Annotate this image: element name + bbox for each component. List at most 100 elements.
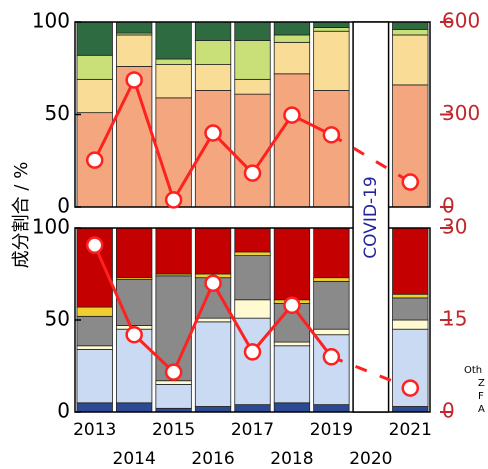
line-marker xyxy=(243,164,262,182)
y2-tick-label: 0 xyxy=(442,194,455,218)
bar-segment xyxy=(76,349,113,404)
line-marker xyxy=(85,236,104,254)
bar-segment xyxy=(76,78,113,114)
bar-segment xyxy=(155,64,192,99)
x-tick-label: 2021 xyxy=(389,420,432,440)
line-marker xyxy=(322,126,341,144)
y-tick-label: 0 xyxy=(57,194,70,218)
bar-segment xyxy=(155,383,192,409)
y-axis-label: 成分割合 / % xyxy=(11,162,32,269)
y-tick-label: 50 xyxy=(45,101,70,125)
bar-segment xyxy=(155,227,192,275)
bar-segment xyxy=(116,34,153,67)
y2-tick-label: 300 xyxy=(442,101,480,125)
bar-segment xyxy=(194,227,232,275)
bar-segment xyxy=(76,54,113,80)
bar-segment xyxy=(76,402,113,413)
x-tick-label: 2018 xyxy=(270,449,313,469)
bar-segment xyxy=(392,21,429,30)
bar-segment xyxy=(313,227,350,279)
y2-tick-label: 30 xyxy=(442,215,467,239)
bar-segment xyxy=(234,40,271,80)
bar-segment xyxy=(194,64,232,91)
bar-segment xyxy=(155,21,192,60)
y2-tick-label: 600 xyxy=(442,9,480,33)
bar-segment xyxy=(313,328,350,336)
bar-segment xyxy=(116,227,153,279)
bar-segment xyxy=(273,21,311,36)
y-tick-label: 0 xyxy=(57,399,70,423)
bar-segment xyxy=(194,321,232,407)
bar-segment xyxy=(234,317,271,406)
annotation: COVID-19 xyxy=(361,176,381,258)
bar-segment xyxy=(273,73,311,208)
bar-segment xyxy=(234,251,271,256)
line-marker xyxy=(164,191,183,209)
bar-segment xyxy=(194,21,232,41)
line-marker xyxy=(125,325,143,344)
bar-segment xyxy=(234,21,271,41)
y2-tick-label: 0 xyxy=(442,399,455,423)
bar-segment xyxy=(313,27,350,32)
x-tick-label: 2017 xyxy=(231,420,274,440)
x-tick-label: 2014 xyxy=(113,449,156,469)
bar-segment xyxy=(392,227,429,295)
bar-segment xyxy=(392,34,429,86)
line-marker xyxy=(204,124,222,142)
line-marker xyxy=(283,296,301,315)
bar-segment xyxy=(273,227,311,301)
bar-segment xyxy=(76,21,113,56)
covid-column xyxy=(352,21,390,413)
bar-segment xyxy=(313,90,350,208)
bar-segment xyxy=(155,58,192,65)
bar-segment xyxy=(194,317,232,323)
bar-segment xyxy=(155,380,192,385)
bar-segment xyxy=(273,402,311,413)
bar-segment xyxy=(155,97,192,208)
y2-tick-label: 15 xyxy=(442,307,467,331)
line-marker xyxy=(243,343,262,361)
x-tick-label: 2013 xyxy=(73,420,116,440)
bar-segment xyxy=(234,78,271,95)
bar-segment xyxy=(273,34,311,43)
bar-segment xyxy=(313,280,350,330)
line-marker xyxy=(401,173,420,191)
bar-segment xyxy=(76,315,113,347)
legend-label: F xyxy=(478,391,484,402)
bar-segment xyxy=(194,90,232,208)
line-marker xyxy=(164,363,183,381)
y-tick-label: 50 xyxy=(45,307,70,331)
bar-segment xyxy=(313,30,350,91)
legend-label: A xyxy=(478,404,485,415)
line-marker xyxy=(283,106,301,124)
bar-segment xyxy=(194,406,232,413)
bar-segment xyxy=(273,341,311,347)
y-tick-label: 100 xyxy=(32,215,70,239)
line-marker xyxy=(85,151,104,169)
x-tick-label: 2019 xyxy=(310,420,353,440)
bar-segment xyxy=(76,306,113,317)
x-tick-label: 2020 xyxy=(349,449,392,469)
bar-segment xyxy=(392,293,429,299)
line-marker xyxy=(401,379,420,397)
bar-segment xyxy=(392,319,429,330)
bar-segment xyxy=(313,277,350,282)
bar-segment xyxy=(116,66,153,208)
line-marker xyxy=(322,348,341,366)
bar-segment xyxy=(116,21,153,34)
line-marker xyxy=(125,71,143,89)
line-marker xyxy=(204,274,222,292)
bar-segment xyxy=(234,255,271,301)
bar-segment xyxy=(273,41,311,75)
bar-segment xyxy=(392,28,429,36)
bar-segment xyxy=(392,297,429,321)
bar-segment xyxy=(194,40,232,65)
bar-segment xyxy=(234,227,271,253)
y-tick-label: 100 xyxy=(32,9,70,33)
bar-segment xyxy=(76,345,113,350)
bar-segment xyxy=(234,93,271,208)
x-tick-label: 2016 xyxy=(191,449,234,469)
legend-label: Oth xyxy=(464,365,482,376)
bar-segment xyxy=(392,406,429,413)
